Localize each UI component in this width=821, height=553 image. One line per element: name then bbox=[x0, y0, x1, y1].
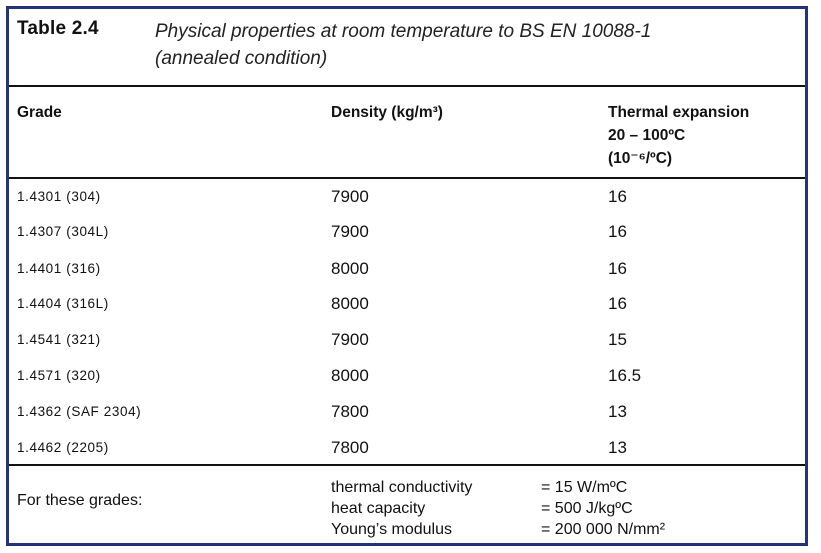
cell-grade: 1.4571 (320) bbox=[17, 368, 101, 383]
header-density: Density (kg/m³) bbox=[331, 104, 443, 121]
cell-expansion: 16.5 bbox=[608, 366, 642, 385]
table-header-row: Grade Density (kg/m³) Thermal expansion … bbox=[9, 87, 805, 179]
table-title-line1: Physical properties at room temperature … bbox=[155, 21, 652, 42]
cell-density: 7900 bbox=[331, 330, 369, 349]
property-value: = 15 W/mºC bbox=[541, 479, 628, 496]
property-value: = 500 J/kgºC bbox=[541, 500, 633, 517]
cell-density: 7900 bbox=[331, 222, 369, 241]
cell-density: 8000 bbox=[331, 294, 369, 313]
cell-grade: 1.4307 (304L) bbox=[17, 224, 109, 239]
header-expansion-line1: Thermal expansion bbox=[608, 104, 750, 121]
cell-expansion: 13 bbox=[608, 402, 627, 421]
cell-grade: 1.4541 (321) bbox=[17, 332, 101, 347]
table-row: 1.4301 (304) 7900 16 bbox=[9, 179, 805, 215]
header-thermal-expansion: Thermal expansion 20 – 100ºC (10⁻⁶/ºC) bbox=[608, 101, 749, 170]
header-expansion-line3: (10⁻⁶/ºC) bbox=[608, 150, 673, 167]
cell-expansion: 13 bbox=[608, 438, 627, 457]
table-row: 1.4362 (SAF 2304) 7800 13 bbox=[9, 394, 805, 430]
property-value: = 200 000 N/mm² bbox=[541, 521, 666, 538]
cell-expansion: 16 bbox=[608, 259, 627, 278]
cell-grade: 1.4301 (304) bbox=[17, 189, 101, 204]
cell-density: 7900 bbox=[331, 187, 369, 206]
table-row: 1.4307 (304L) 7900 16 bbox=[9, 214, 805, 250]
footer-property-names: thermal conductivity heat capacity Young… bbox=[331, 477, 472, 540]
table-caption: Table 2.4 Physical properties at room te… bbox=[9, 9, 805, 87]
header-expansion-line2: 20 – 100ºC bbox=[608, 127, 686, 144]
cell-density: 7800 bbox=[331, 438, 369, 457]
property-name: Young’s modulus bbox=[331, 521, 452, 538]
footer-property-values: = 15 W/mºC = 500 J/kgºC = 200 000 N/mm² bbox=[541, 477, 665, 540]
cell-expansion: 16 bbox=[608, 187, 627, 206]
header-grade: Grade bbox=[17, 104, 62, 121]
footer-label: For these grades: bbox=[17, 492, 143, 509]
table-row: 1.4462 (2205) 7800 13 bbox=[9, 430, 805, 466]
table-row: 1.4404 (316L) 8000 16 bbox=[9, 286, 805, 322]
property-name: thermal conductivity bbox=[331, 479, 473, 496]
cell-grade: 1.4462 (2205) bbox=[17, 440, 109, 455]
cell-density: 7800 bbox=[331, 402, 369, 421]
cell-expansion: 15 bbox=[608, 330, 627, 349]
table-frame: Table 2.4 Physical properties at room te… bbox=[6, 6, 808, 546]
table-row: 1.4401 (316) 8000 16 bbox=[9, 251, 805, 287]
table-number: Table 2.4 bbox=[17, 18, 99, 39]
cell-grade: 1.4362 (SAF 2304) bbox=[17, 404, 142, 419]
table-row: 1.4541 (321) 7900 15 bbox=[9, 322, 805, 358]
cell-expansion: 16 bbox=[608, 222, 627, 241]
cell-expansion: 16 bbox=[608, 294, 627, 313]
property-name: heat capacity bbox=[331, 500, 426, 517]
cell-density: 8000 bbox=[331, 366, 369, 385]
table-title: Physical properties at room temperature … bbox=[155, 18, 805, 72]
table-title-line2: (annealed condition) bbox=[155, 48, 328, 69]
cell-grade: 1.4401 (316) bbox=[17, 261, 101, 276]
cell-grade: 1.4404 (316L) bbox=[17, 296, 109, 311]
table-row: 1.4571 (320) 8000 16.5 bbox=[9, 358, 805, 394]
table-footer: For these grades: thermal conductivity h… bbox=[9, 464, 805, 546]
cell-density: 8000 bbox=[331, 259, 369, 278]
